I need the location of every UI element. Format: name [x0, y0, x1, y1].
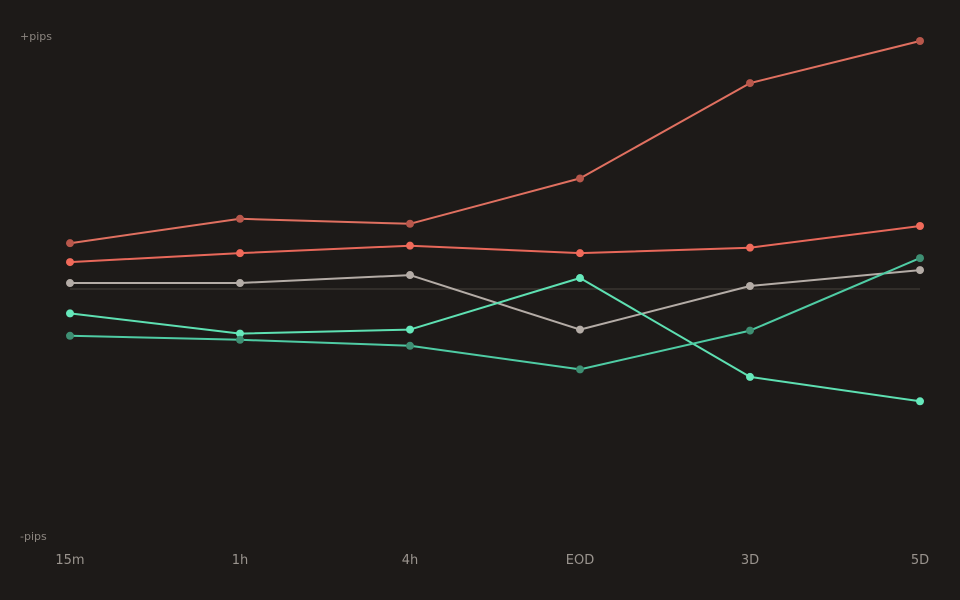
series-5-point-5D[interactable]: [916, 254, 924, 262]
series-2-line: [70, 226, 920, 262]
series-1-point-3D[interactable]: [746, 79, 754, 87]
series-3-point-4h[interactable]: [406, 271, 414, 279]
series-1-point-4h[interactable]: [406, 220, 414, 228]
series-5-point-15m[interactable]: [66, 332, 74, 340]
series-5-line: [70, 258, 920, 369]
series-4-point-4h[interactable]: [406, 326, 414, 334]
x-tick-labels: 15m 1h 4h EOD 3D 5D: [55, 553, 929, 568]
x-tick-label-EOD: EOD: [566, 553, 594, 568]
series-2-point-3D[interactable]: [746, 244, 754, 252]
series-1-point-5D[interactable]: [916, 37, 924, 45]
series-3-point-EOD[interactable]: [576, 326, 584, 334]
series-3-point-3D[interactable]: [746, 282, 754, 290]
series-2-point-15m[interactable]: [66, 258, 74, 266]
series-1-point-1h[interactable]: [236, 215, 244, 223]
series-2-point-4h[interactable]: [406, 242, 414, 250]
series-5-point-1h[interactable]: [236, 336, 244, 344]
series-4-point-5D[interactable]: [916, 397, 924, 405]
y-bottom-label: -pips: [20, 530, 47, 543]
series-1-point-15m[interactable]: [66, 239, 74, 247]
series-3-point-15m[interactable]: [66, 279, 74, 287]
series-2-point-EOD[interactable]: [576, 249, 584, 257]
x-tick-label-3D: 3D: [741, 553, 759, 568]
x-tick-label-15m: 15m: [55, 553, 84, 568]
x-tick-label-4h: 4h: [402, 553, 419, 568]
axis-layer: +pips -pips: [20, 30, 52, 543]
series-3: [66, 266, 924, 334]
series-1: [66, 37, 924, 247]
x-tick-label-5D: 5D: [911, 553, 929, 568]
series-5: [66, 254, 924, 373]
series-2-point-5D[interactable]: [916, 222, 924, 230]
series-3-point-1h[interactable]: [236, 279, 244, 287]
x-tick-label-1h: 1h: [232, 553, 249, 568]
series-2: [66, 222, 924, 266]
series-4-point-EOD[interactable]: [576, 274, 584, 282]
series-4-point-3D[interactable]: [746, 373, 754, 381]
series-4-point-15m[interactable]: [66, 309, 74, 317]
y-top-label: +pips: [20, 30, 52, 43]
series-layer: [66, 37, 924, 405]
series-3-line: [70, 270, 920, 330]
series-5-point-3D[interactable]: [746, 327, 754, 335]
series-5-point-4h[interactable]: [406, 342, 414, 350]
series-1-line: [70, 41, 920, 243]
series-3-point-5D[interactable]: [916, 266, 924, 274]
series-1-point-EOD[interactable]: [576, 174, 584, 182]
series-5-point-EOD[interactable]: [576, 365, 584, 373]
series-2-point-1h[interactable]: [236, 249, 244, 257]
